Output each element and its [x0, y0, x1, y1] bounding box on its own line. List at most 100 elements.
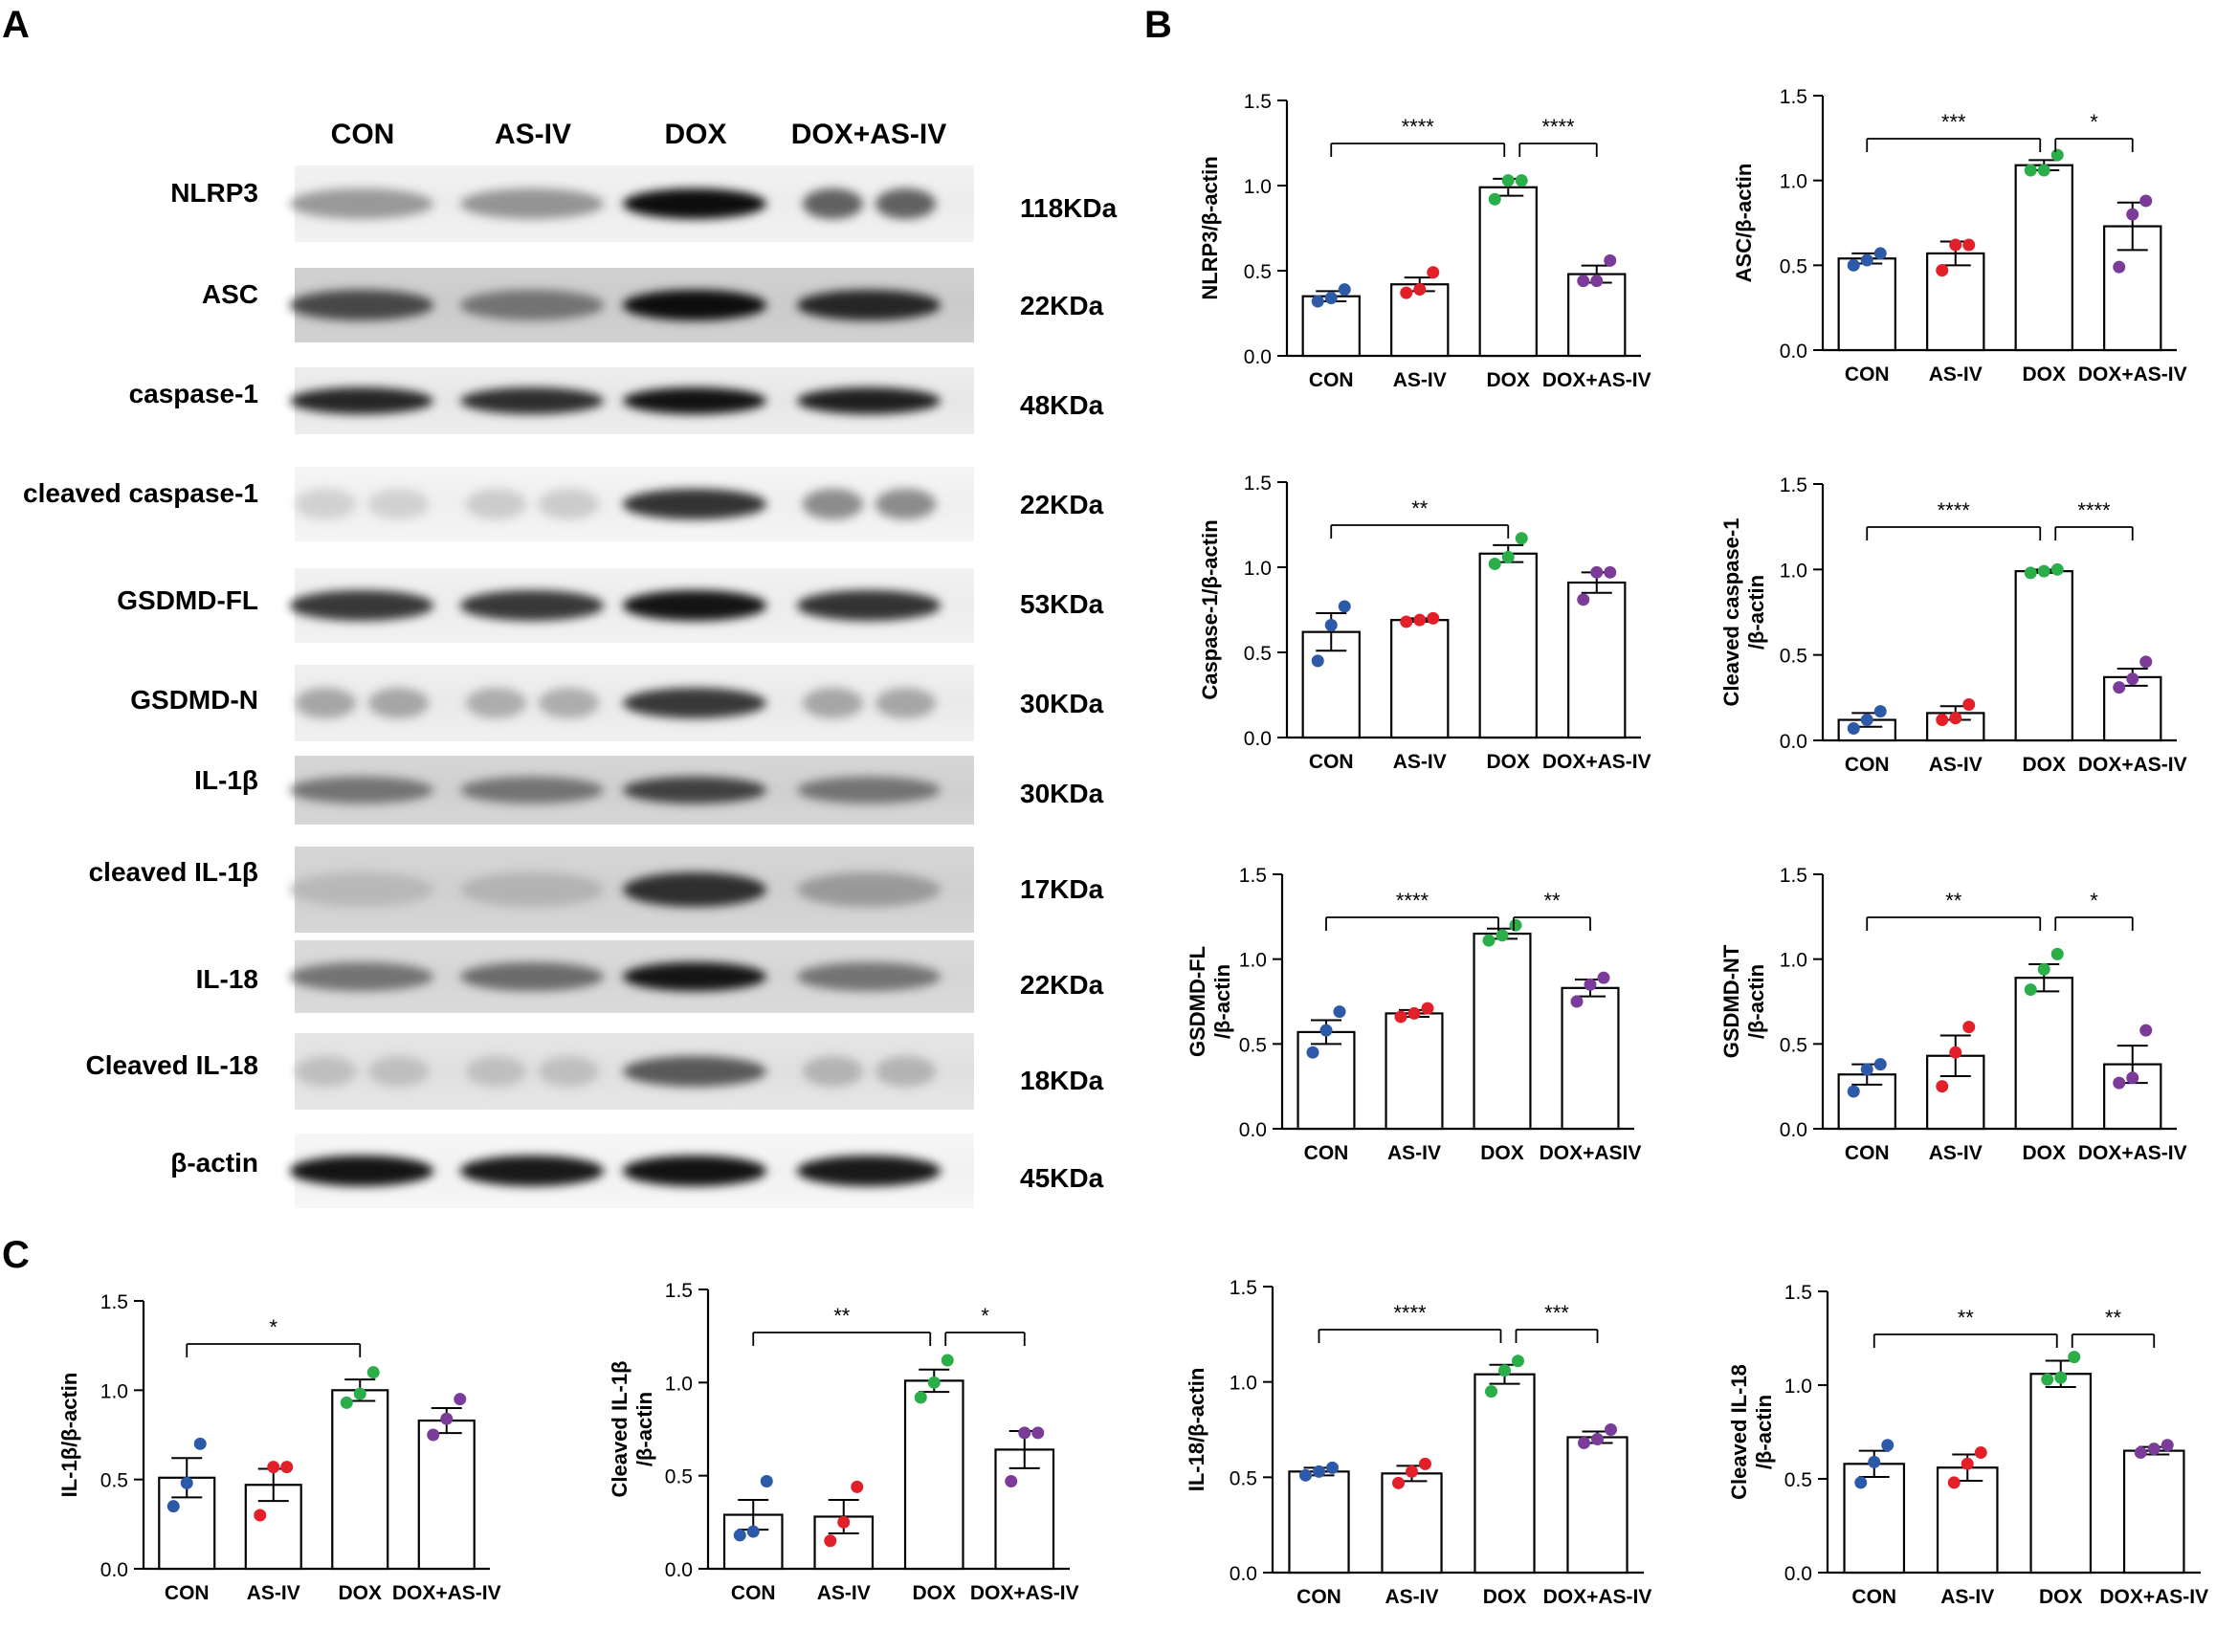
blot-band: [797, 387, 941, 414]
blot-band: [797, 961, 941, 992]
x-tick-label: DOX+AS-IV: [970, 1582, 1079, 1604]
x-tick-label: DOX: [1486, 369, 1530, 391]
y-tick-label: 0.5: [100, 1470, 128, 1492]
y-tick-label: 0.0: [1239, 1119, 1267, 1141]
bar: [1385, 1012, 1444, 1131]
data-point: [427, 1428, 440, 1442]
significance-label: **: [2105, 1306, 2122, 1330]
data-point: [1488, 557, 1501, 570]
data-point: [2139, 1024, 2153, 1037]
y-axis-label: /β-actin: [632, 1392, 656, 1466]
blot-band: [623, 961, 766, 992]
y-axis-label: ASC/β-actin: [1732, 164, 1756, 283]
blot-band: [797, 1156, 941, 1186]
data-point: [1496, 929, 1509, 942]
blot-band: [623, 776, 766, 804]
data-point: [2147, 1443, 2160, 1456]
data-point: [1936, 264, 1949, 277]
blot-band: [367, 489, 429, 519]
blot-band: [460, 1156, 604, 1186]
y-axis-label: Cleaved IL-1β: [608, 1360, 632, 1497]
data-point: [733, 1529, 746, 1542]
y-tick-label: 1.0: [1780, 560, 1807, 582]
data-point: [1847, 258, 1860, 272]
blot-band: [460, 590, 604, 621]
data-point: [193, 1437, 207, 1450]
blot-band: [460, 776, 604, 804]
data-point: [1392, 1476, 1405, 1489]
y-tick-label: 1.5: [665, 1280, 693, 1302]
bar: [1566, 1436, 1629, 1575]
bar: [1390, 283, 1450, 358]
bar: [1926, 252, 1985, 352]
significance-label: **: [1945, 889, 1962, 913]
data-point: [1324, 619, 1338, 632]
panel-letter-b: B: [1144, 4, 1172, 46]
panel-letter-c: C: [2, 1234, 30, 1276]
data-point: [366, 1366, 380, 1379]
bar: [2122, 1449, 2185, 1575]
lane-label-dox-asiv: DOX+AS-IV: [790, 119, 947, 150]
data-point: [1419, 1457, 1431, 1470]
blot-band: [290, 590, 433, 621]
data-point: [1860, 253, 1873, 267]
bar: [1478, 552, 1538, 739]
data-point: [2024, 566, 2037, 580]
data-point: [1578, 1436, 1590, 1449]
data-point: [1313, 1465, 1325, 1478]
y-tick-label: 0.5: [1230, 1467, 1257, 1489]
y-axis-label: /β-actin: [1752, 1395, 1776, 1469]
protein-label: ASC: [201, 279, 258, 309]
blot-band: [797, 776, 941, 804]
significance-label: ****: [1541, 115, 1575, 139]
bar: [1288, 1470, 1350, 1575]
bar: [1473, 932, 1532, 1131]
data-point: [1860, 1063, 1873, 1076]
bar: [2014, 164, 2073, 352]
data-point: [2050, 562, 2064, 576]
blot-band: [623, 1056, 766, 1087]
bar: [1843, 1463, 1906, 1575]
data-point: [2126, 208, 2139, 221]
data-point: [1860, 714, 1873, 727]
data-point: [2113, 681, 2126, 694]
blot-band: [290, 188, 433, 219]
data-point: [1326, 1461, 1339, 1474]
data-point: [1597, 971, 1610, 984]
y-tick-label: 0.5: [1239, 1034, 1267, 1056]
data-point: [1590, 275, 1604, 288]
data-point: [1868, 1455, 1881, 1468]
bar: [1837, 257, 1896, 352]
data-point: [1962, 1021, 1976, 1034]
data-point: [2054, 1371, 2068, 1384]
data-point: [1406, 1465, 1418, 1478]
bar: [1301, 295, 1361, 358]
y-tick-label: 1.0: [1244, 558, 1272, 580]
blot-band: [875, 489, 936, 519]
blot-band: [802, 489, 863, 519]
blot-band: [290, 290, 433, 320]
y-tick-label: 1.0: [1230, 1373, 1257, 1395]
protein-label: NLRP3: [170, 178, 258, 208]
blot-band: [623, 387, 766, 414]
blot-band: [290, 387, 433, 414]
bar: [1390, 619, 1450, 739]
protein-label: GSDMD-FL: [117, 585, 258, 615]
protein-label: IL-1β: [194, 765, 258, 795]
data-point: [2113, 1076, 2126, 1090]
y-tick-label: 1.0: [1244, 176, 1272, 198]
data-point: [1501, 174, 1515, 187]
data-point: [941, 1354, 954, 1367]
y-tick-label: 1.5: [1784, 1282, 1812, 1304]
x-tick-label: DOX: [1480, 1142, 1524, 1164]
data-point: [1949, 1046, 1962, 1059]
x-tick-label: CON: [1309, 369, 1354, 391]
data-point: [2050, 148, 2064, 162]
y-tick-label: 1.5: [1780, 86, 1807, 108]
blot-band: [460, 387, 604, 414]
blot-band: [797, 872, 941, 907]
blot-band: [290, 961, 433, 992]
bar: [417, 1419, 476, 1571]
x-tick-label: DOX+AS-IV: [2078, 754, 2187, 776]
y-tick-label: 0.5: [1244, 643, 1272, 665]
